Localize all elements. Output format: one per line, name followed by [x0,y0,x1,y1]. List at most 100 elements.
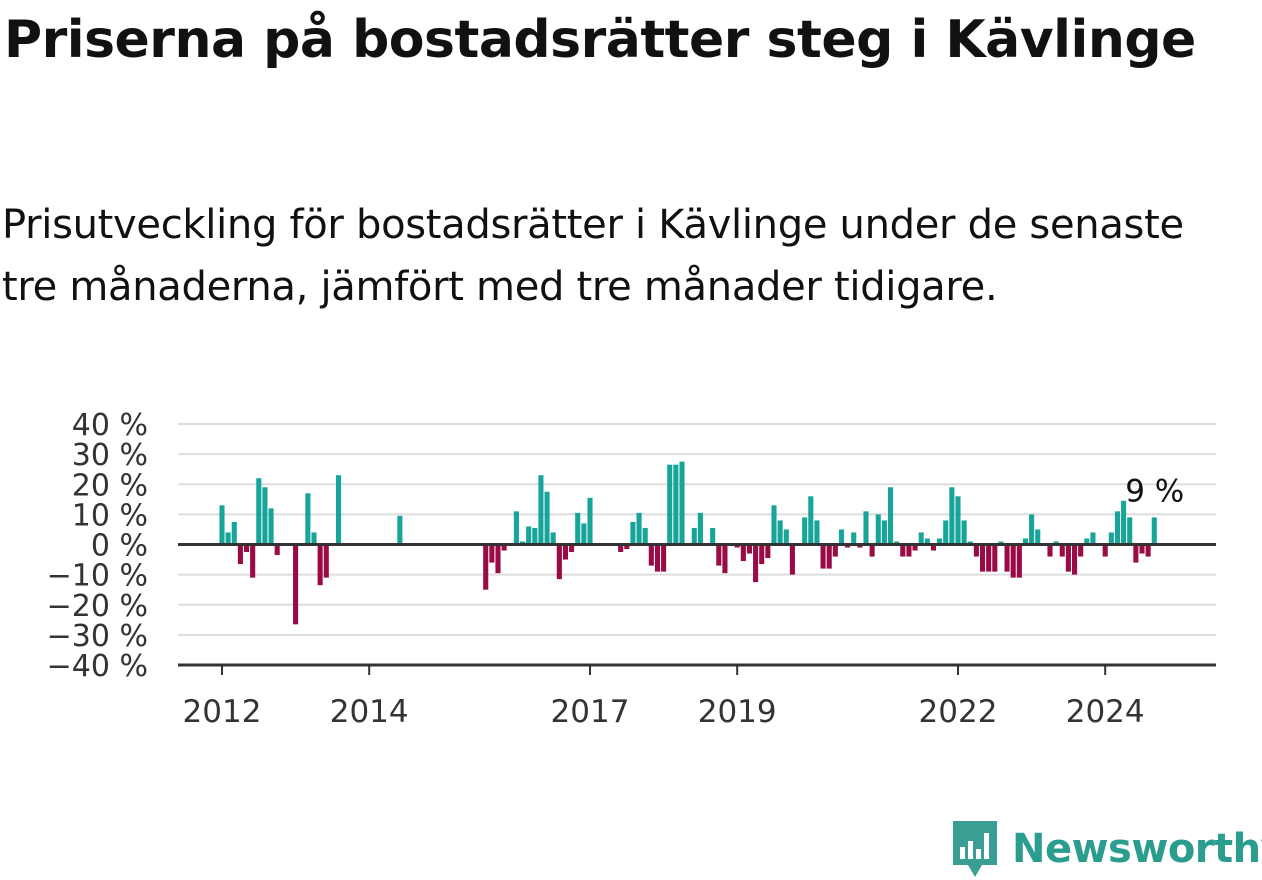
bar [912,544,918,551]
y-tick-label: −30 % [47,619,148,654]
x-axis-labels: 2012 2014 2017 2019 2022 2024 [183,694,1145,730]
bar [237,544,243,565]
bar [1053,541,1059,545]
bar [250,544,256,578]
bar [857,544,863,548]
bar [532,527,538,545]
bar [1004,544,1010,572]
bar [1078,544,1084,557]
bar [1029,514,1035,545]
bar [986,544,992,572]
bar [1071,544,1078,575]
bar [881,520,887,545]
bar [740,544,746,562]
bar [716,544,722,566]
bar [710,527,716,545]
x-tick-label: 2019 [698,694,777,730]
bar [746,544,753,554]
bar [961,520,967,545]
bar [930,544,937,551]
bar [519,541,526,545]
bar [1084,538,1090,545]
newsworthy-logo: Newsworthy [950,818,1262,880]
bar [943,520,949,545]
bar [973,544,979,557]
bar [845,544,851,548]
bar [243,544,250,553]
bar [1016,544,1022,578]
bar [979,544,986,572]
bar [998,541,1004,545]
bar [851,532,857,545]
y-tick-label: 10 % [72,498,148,533]
bar [317,544,323,586]
bar [538,475,544,545]
bar [335,475,342,545]
bar [1035,529,1041,545]
bar [231,521,237,545]
bar [526,526,532,545]
bar [544,491,550,545]
bar [1090,532,1096,545]
bar [673,464,679,545]
bar [789,544,795,575]
bar [820,544,826,569]
bar [274,544,280,556]
bar [268,508,274,545]
x-tick-label: 2012 [183,694,262,730]
y-tick-label: 0 % [91,529,148,564]
bar [808,496,814,545]
bar [1127,517,1133,545]
bar [955,496,961,545]
x-tick-label: 2014 [330,694,409,730]
annotations: 9 % [1125,473,1184,509]
y-tick-label: 20 % [72,468,148,503]
bar [483,544,489,590]
bar [826,544,832,569]
bar [642,527,648,545]
bar [654,544,661,572]
bar [894,541,900,545]
bar [495,544,501,574]
brand-name: Newsworthy [1012,826,1262,872]
bar [1065,544,1071,572]
bar [1108,532,1114,545]
bar [697,512,703,545]
bar [630,521,636,545]
bar [1102,544,1108,557]
bar [624,544,630,550]
bar [949,487,955,545]
bar [802,517,808,545]
bar [869,544,875,557]
bar [575,512,581,545]
bar [225,532,231,545]
bar [1010,544,1016,578]
bar [513,511,519,545]
bar [636,512,642,545]
bar [661,544,667,572]
bar [1145,544,1151,557]
bar [679,461,685,545]
bar [667,464,673,545]
bar [550,532,556,545]
bar [262,487,268,545]
bar [587,497,593,545]
bar [1151,517,1157,545]
bar [489,544,495,563]
bar [648,544,654,566]
bar [863,511,869,545]
bar [219,505,225,545]
bar [1133,544,1139,563]
bar [967,541,973,545]
chart-subtitle: Prisutveckling för bostadsrätter i Kävli… [2,202,1184,310]
bar [734,544,740,548]
bar [1047,544,1053,557]
bar [814,520,820,545]
bar [906,544,912,557]
bar [937,538,943,545]
bar [753,544,759,583]
bar [581,523,587,545]
bars [219,461,1157,625]
bar [1114,511,1121,545]
last-value-label: 9 % [1125,473,1184,509]
